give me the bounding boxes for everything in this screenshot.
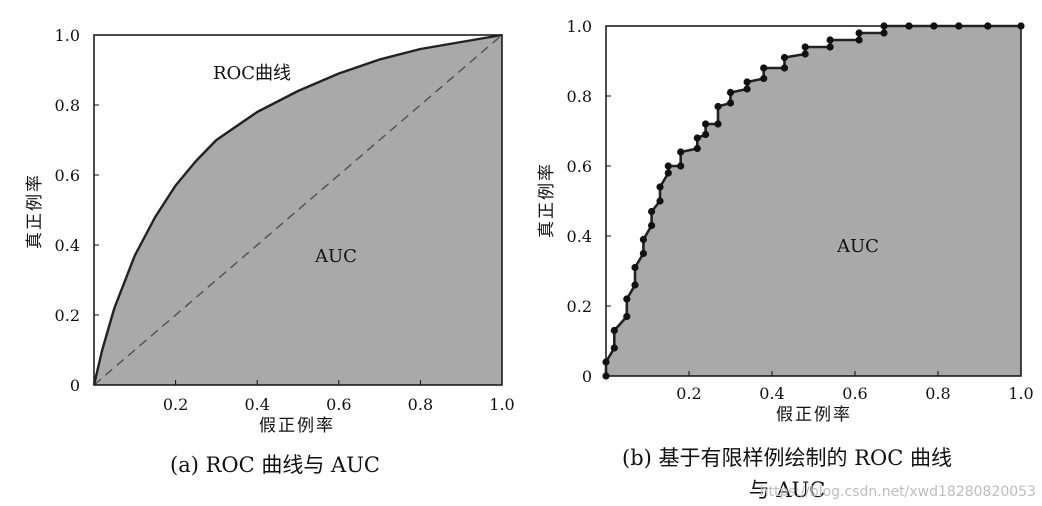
chart-b-point	[702, 120, 710, 128]
chart-b-point	[743, 85, 751, 93]
x-tick-label: 0.4	[244, 395, 269, 414]
chart-b-point	[656, 183, 664, 191]
x-tick-label: 1.0	[489, 395, 514, 414]
y-tick-label: 0.2	[567, 297, 592, 316]
x-tick-label: 0.4	[759, 384, 784, 403]
chart-b-point	[631, 263, 639, 272]
chart-b-point	[639, 249, 648, 258]
chart-a-frame	[93, 34, 503, 386]
chart-b-point	[714, 102, 722, 111]
chart-b-point	[664, 169, 672, 177]
chart-b-caption-line1: (b) 基于有限样例绘制的 ROC 曲线	[622, 446, 952, 470]
chart-b-point	[631, 281, 639, 289]
chart-b-point	[726, 99, 735, 107]
y-tick-label: 0.4	[55, 236, 80, 255]
chart-b-point	[664, 162, 672, 170]
x-tick-label: 0.2	[163, 395, 188, 414]
chart-b-point	[610, 326, 618, 335]
chart-a-y-axis-label: 真正例率	[25, 173, 45, 249]
chart-b-point	[930, 22, 938, 30]
chart-b-area-label: AUC	[836, 236, 879, 257]
x-tick-label: 1.0	[1008, 384, 1033, 403]
chart-b-x-ticks: 0.2 0.4 0.6 0.8 1.0	[676, 371, 1034, 403]
chart-b-y-axis-label: 真正例率	[537, 162, 557, 238]
y-tick-label: 0	[70, 376, 80, 395]
chart-a-auc-area	[94, 35, 502, 385]
chart-b-point	[855, 29, 863, 37]
y-tick-label: 0.6	[567, 157, 592, 176]
x-tick-label: 0.6	[326, 395, 351, 414]
y-tick-label: 1.0	[55, 26, 80, 45]
chart-a-roc-curve	[92, 33, 503, 386]
chart-a: ROC曲线 AUC 0.2 0.4 0.6 0.8 1.0 0 0.2 0.4 0.6 0.8 1…	[25, 26, 515, 477]
chart-b-frame	[605, 25, 1022, 377]
chart-b-point	[760, 74, 768, 83]
chart-a-x-ticks: 0.2 0.4 0.6 0.8 1.0	[163, 380, 515, 414]
x-tick-label: 0.8	[408, 395, 433, 414]
y-tick-label: 0.6	[55, 166, 80, 185]
chart-b-point	[702, 130, 710, 139]
chart-b-point	[826, 43, 834, 51]
y-tick-label: 1.0	[567, 17, 592, 36]
y-tick-label: 0.2	[55, 306, 80, 325]
y-tick-label: 0.8	[567, 87, 592, 106]
chart-b-point	[656, 197, 664, 205]
chart-b-point	[714, 120, 722, 128]
y-tick-label: 0	[582, 367, 592, 386]
x-tick-label: 0.6	[842, 384, 867, 403]
chart-b-caption-line2: 与 AUC	[749, 478, 826, 502]
chart-b-point	[880, 29, 888, 37]
chart-b-point	[760, 64, 768, 72]
chart-b-point	[648, 207, 656, 216]
chart-b-point	[780, 64, 789, 72]
chart-b-point	[726, 88, 735, 97]
chart-b-point	[743, 78, 751, 86]
chart-b-point	[677, 162, 685, 170]
chart-b-point	[826, 36, 834, 44]
chart-b-point	[905, 22, 913, 30]
chart-b-point	[648, 221, 656, 230]
chart-a-x-axis-label: 假正例率	[259, 416, 335, 436]
chart-b-point	[984, 22, 992, 30]
x-tick-label: 0.2	[676, 384, 701, 403]
chart-b-point	[955, 22, 963, 30]
chart-a-y-ticks: 0 0.2 0.4 0.6 0.8 1.0	[55, 26, 99, 395]
chart-b-y-ticks: 0 0.2 0.4 0.6 0.8 1.0	[567, 17, 611, 386]
chart-b-point	[801, 50, 809, 58]
y-tick-label: 0.8	[55, 96, 80, 115]
chart-b-point	[780, 53, 789, 62]
chart-b-x-axis-label: 假正例率	[776, 405, 852, 425]
chart-b-point	[623, 312, 631, 321]
chart-b-point	[880, 22, 888, 30]
x-tick-label: 0.8	[925, 384, 950, 403]
chart-b-point	[693, 144, 701, 153]
chart-a-curve-label: ROC曲线	[213, 63, 291, 84]
chart-a-area-label: AUC	[314, 246, 357, 267]
chart-b-point	[639, 235, 648, 244]
chart-b-point	[693, 134, 701, 142]
chart-b-point	[610, 344, 618, 352]
watermark-text: https://blog.csdn.net/xwd18280820053	[760, 484, 1036, 500]
chart-b-point	[623, 295, 631, 303]
chart-b-plot-area	[602, 22, 1025, 380]
chart-a-plot-area	[92, 33, 503, 386]
chart-b: AUC 0.2 0.4 0.6 0.8 1.0 0 0.2 0.4 0.6 0.8 1.0 假正例…	[537, 17, 1034, 502]
chart-b-point	[677, 148, 685, 156]
chart-b-point	[1017, 22, 1025, 30]
chart-b-point	[855, 36, 863, 44]
chart-b-auc-area	[606, 26, 1021, 376]
chart-a-caption: (a) ROC 曲线与 AUC	[170, 453, 380, 477]
chart-b-point	[602, 358, 610, 366]
chart-b-point	[801, 43, 809, 51]
y-tick-label: 0.4	[567, 227, 592, 246]
